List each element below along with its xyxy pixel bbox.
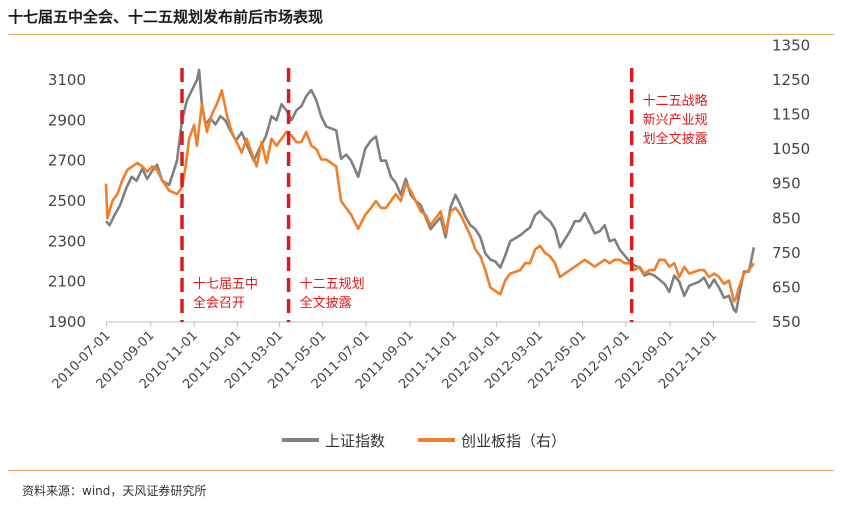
y-right-tick-label: 650 (772, 278, 801, 296)
y-right-tick-label: 1150 (772, 106, 810, 124)
y-left-tick-label: 1900 (48, 313, 86, 331)
event-label: 十二五规划 (300, 277, 365, 292)
y-left-tick-label: 2700 (48, 152, 86, 170)
y-right-tick-label: 1050 (772, 140, 810, 158)
y-right-tick-label: 950 (772, 175, 801, 193)
y-right-tick-label: 850 (772, 209, 801, 227)
event-label: 十二五战略 (643, 93, 708, 109)
y-right-tick-label: 1350 (772, 36, 810, 54)
legend-label-sh: 上证指数 (325, 432, 385, 450)
y-left-tick-label: 3100 (48, 71, 86, 89)
source-note: 资料来源：wind，天风证券研究所 (22, 484, 207, 498)
event-label: 新兴产业规 (643, 112, 708, 128)
top-divider (8, 34, 834, 35)
y-right-tick-label: 550 (772, 313, 801, 331)
y-left-tick-label: 2900 (48, 111, 86, 129)
chart-axes: 1900 2100 2300 2500 2700 2900 3100 550 650 750 850… (48, 36, 810, 392)
chart-legend: 上证指数 创业板指（右） (282, 432, 566, 450)
y-left-tick-label: 2100 (48, 273, 86, 291)
bottom-divider (8, 470, 834, 471)
legend-label-cy: 创业板指（右） (461, 432, 566, 450)
event-label: 全会召开 (193, 295, 245, 311)
chart-title: 十七届五中全会、十二五规划发布前后市场表现 (8, 8, 324, 26)
y-right-tick-label: 1250 (772, 71, 810, 89)
y-left-tick-label: 2300 (48, 232, 86, 250)
event-label: 划全文披露 (643, 131, 708, 147)
y-right-tick-label: 750 (772, 244, 801, 262)
y-left-tick-label: 2500 (48, 192, 86, 210)
event-label: 十七届五中 (193, 277, 258, 292)
series-lines (104, 68, 756, 314)
series-line-cy (104, 89, 755, 303)
event-label: 全文披露 (300, 295, 352, 311)
